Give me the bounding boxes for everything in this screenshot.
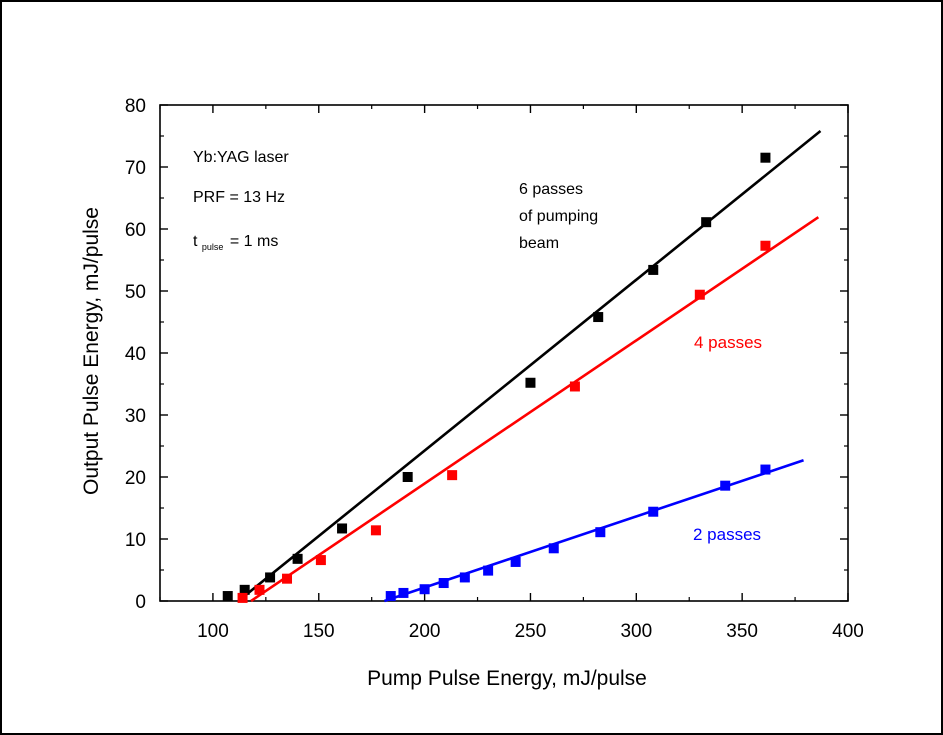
data-point-series-2 [398,587,409,598]
data-point-series-1 [694,289,705,300]
data-point-series-2 [385,591,396,602]
y-tick-label: 80 [125,96,146,117]
x-tick-label: 350 [726,621,758,642]
fit-line-series-0 [237,130,822,603]
annotation-prf: PRF = 13 Hz [193,189,285,206]
x-tick-label: 150 [303,621,335,642]
x-tick-label: 200 [409,621,441,642]
data-point-series-0 [239,584,250,595]
data-points [222,152,771,603]
annotation-6passes-line2: of pumping [519,208,598,225]
annotation-6passes-line1: 6 passes [519,181,583,198]
data-point-series-2 [459,572,470,583]
y-tick-label: 10 [125,530,146,551]
annotation-t: t [193,233,198,250]
y-tick-label: 20 [125,468,146,489]
y-tick-label: 0 [135,592,146,613]
data-point-series-2 [438,578,449,589]
y-axis-ticks: 0 10 20 30 40 50 60 70 80 [125,96,848,613]
series-label-2-passes: 2 passes [693,525,761,544]
y-tick-label: 60 [125,220,146,241]
plot-area: 100 150 200 250 300 350 400 0 10 20 30 40 50 60 70 80 [125,96,864,642]
annotation-t-value: = 1 ms [230,233,278,250]
data-point-series-0 [648,264,659,275]
y-axis-label: Output Pulse Energy, mJ/pulse [80,207,103,495]
data-point-series-0 [760,152,771,163]
data-point-series-2 [595,527,606,538]
y-tick-label: 40 [125,344,146,365]
data-point-series-0 [402,472,413,482]
data-point-series-1 [760,240,771,251]
data-point-series-2 [419,584,430,595]
data-point-series-0 [222,591,233,602]
data-point-series-0 [525,377,536,388]
annotation-t-subscript: pulse [202,242,224,252]
data-point-series-0 [265,572,276,583]
data-point-series-1 [282,573,293,584]
data-point-series-0 [337,523,348,534]
fit-line-series-2 [383,459,804,603]
annotation-laser: Yb:YAG laser [193,149,289,166]
x-axis-ticks: 100 150 200 250 300 350 400 [159,105,864,642]
x-tick-label: 100 [197,621,229,642]
fit-line-series-1 [250,216,820,603]
data-point-series-2 [483,565,494,576]
y-tick-label: 30 [125,406,146,427]
annotation-block: Yb:YAG laser PRF = 13 Hz t pulse = 1 ms … [193,149,598,254]
annotation-6passes-line3: beam [519,235,559,252]
data-point-series-2 [720,480,731,491]
x-tick-label: 250 [515,621,547,642]
x-tick-label: 400 [832,621,864,642]
data-point-series-1 [447,470,458,481]
data-point-series-1 [315,555,326,566]
y-tick-label: 70 [125,158,146,179]
x-tick-label: 300 [620,621,652,642]
data-point-series-1 [569,381,580,392]
data-point-series-0 [593,312,604,323]
data-point-series-2 [648,506,659,517]
data-point-series-1 [254,584,265,595]
data-point-series-2 [760,464,771,475]
annotation-pulse-duration: t pulse = 1 ms [193,233,278,254]
data-point-series-0 [701,217,712,228]
data-point-series-2 [510,556,521,567]
series-label-4-passes: 4 passes [694,333,762,352]
fit-lines [237,130,822,603]
y-tick-label: 50 [125,282,146,303]
data-point-series-2 [548,543,559,554]
data-point-series-1 [370,525,381,536]
data-point-series-0 [292,553,303,564]
x-axis-label: Pump Pulse Energy, mJ/pulse [367,667,647,690]
data-point-series-1 [237,592,248,603]
